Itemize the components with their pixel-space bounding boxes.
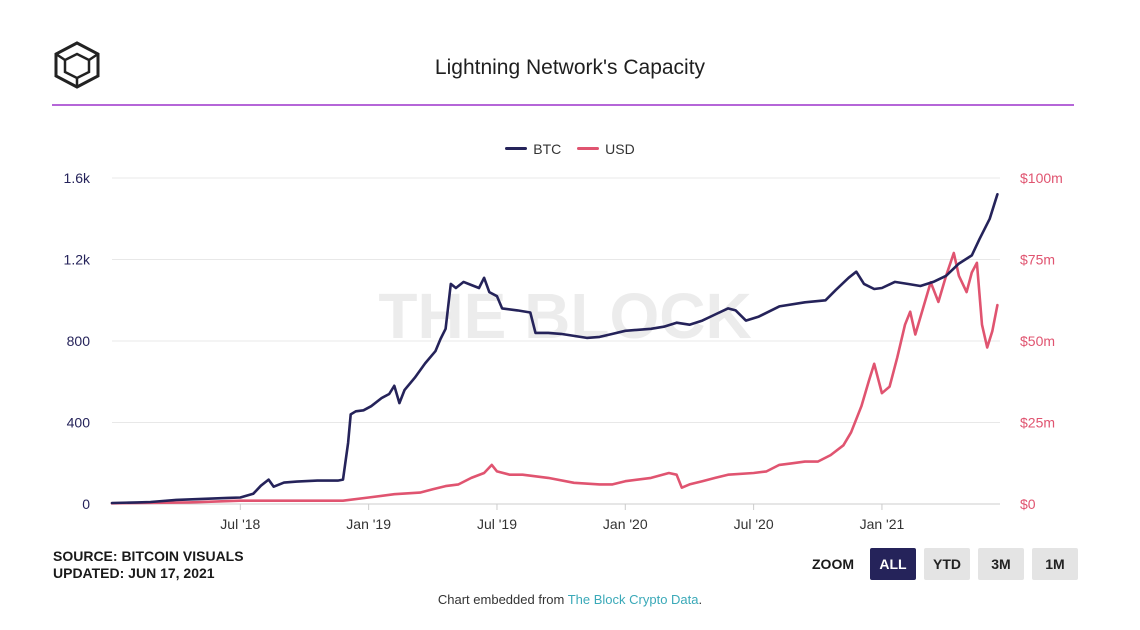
legend-label-usd: USD bbox=[605, 140, 635, 157]
embed-suffix: . bbox=[698, 592, 703, 607]
y-left-tick-label: 1.6k bbox=[64, 170, 91, 186]
legend-item-btc[interactable]: BTC bbox=[505, 141, 561, 157]
zoom-all-button[interactable]: ALL bbox=[870, 548, 916, 580]
zoom-1m-button[interactable]: 1M bbox=[1032, 548, 1078, 580]
x-tick-label: Jan '21 bbox=[860, 516, 905, 532]
updated-text: UPDATED: JUN 17, 2021 bbox=[53, 565, 215, 581]
watermark-text: THE BLOCK bbox=[378, 280, 751, 352]
x-tick-label: Jan '19 bbox=[346, 516, 391, 532]
header-divider bbox=[52, 104, 1074, 106]
zoom-3m-button[interactable]: 3M bbox=[978, 548, 1024, 580]
embed-link[interactable]: The Block Crypto Data bbox=[567, 592, 699, 607]
y-left-tick-label: 0 bbox=[82, 496, 90, 512]
x-tick-label: Jul '19 bbox=[477, 516, 517, 532]
chart-title: Lightning Network's Capacity bbox=[434, 56, 706, 79]
x-tick-label: Jan '20 bbox=[603, 516, 648, 532]
embed-note: Chart embedded from The Block Crypto Dat… bbox=[0, 592, 1140, 607]
y-right-tick-label: $50m bbox=[1020, 333, 1055, 349]
source-text: SOURCE: BITCOIN VISUALS bbox=[53, 548, 244, 564]
y-left-tick-label: 800 bbox=[67, 333, 91, 349]
embed-prefix: Chart embedded from bbox=[437, 592, 568, 607]
zoom-ytd-button[interactable]: YTD bbox=[924, 548, 970, 580]
legend-item-usd[interactable]: USD bbox=[577, 141, 635, 157]
y-right-tick-label: $25m bbox=[1020, 415, 1055, 431]
legend-swatch-usd bbox=[577, 147, 600, 150]
x-tick-label: Jul '18 bbox=[220, 516, 260, 532]
legend-swatch-btc bbox=[505, 147, 528, 150]
y-right-tick-label: $75m bbox=[1020, 252, 1055, 268]
y-right-tick-label: $0 bbox=[1020, 496, 1036, 512]
y-right-tick-label: $100m bbox=[1020, 170, 1063, 186]
series-line-usd bbox=[110, 251, 999, 505]
zoom-label: ZOOM bbox=[812, 556, 854, 572]
the-block-logo-icon bbox=[54, 41, 100, 89]
y-left-tick-label: 400 bbox=[67, 415, 91, 431]
zoom-controls: ZOOM ALL YTD 3M 1M bbox=[812, 548, 1078, 580]
source-note: SOURCE: BITCOIN VISUALS UPDATED: JUN 17,… bbox=[53, 548, 244, 582]
legend-label-btc: BTC bbox=[533, 140, 562, 157]
chart-legend: BTC USD bbox=[0, 137, 1140, 157]
series-line-btc bbox=[110, 193, 999, 505]
x-tick-label: Jul '20 bbox=[734, 516, 774, 532]
y-left-tick-label: 1.2k bbox=[64, 252, 91, 268]
